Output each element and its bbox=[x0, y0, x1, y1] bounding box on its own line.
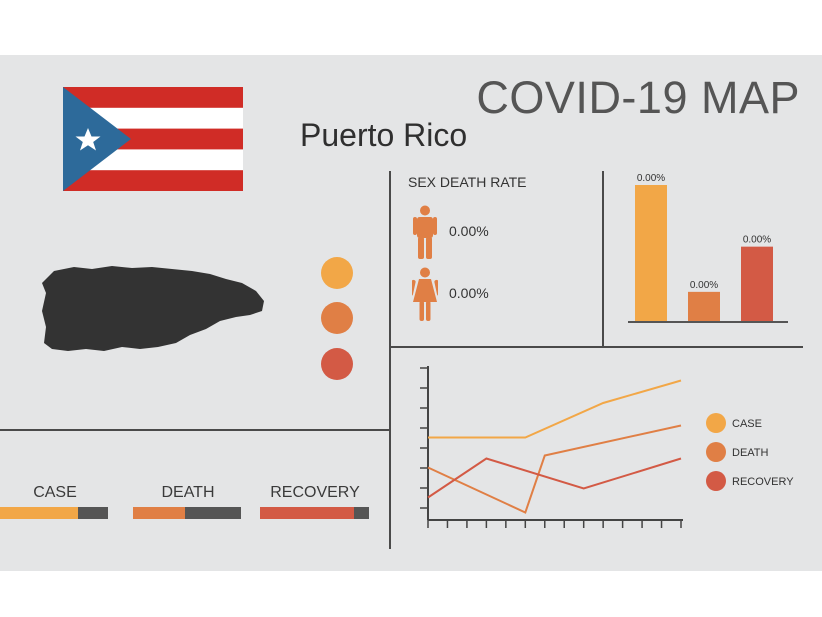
recovery-color-dot bbox=[321, 348, 353, 380]
stat-bar-recovery bbox=[260, 507, 369, 519]
stat-label-death: DEATH bbox=[161, 484, 215, 501]
stat-bar-death bbox=[133, 507, 241, 519]
legend-label-case: CASE bbox=[732, 418, 762, 430]
bar-data-label-death: 0.00% bbox=[690, 280, 718, 291]
series-line-recovery bbox=[427, 457, 682, 499]
legend-marker-death bbox=[706, 442, 726, 462]
divider-right-vertical bbox=[602, 171, 604, 347]
male-person-icon bbox=[413, 205, 437, 259]
bar-data-label-recovery: 0.00% bbox=[743, 235, 771, 246]
legend-marker-case bbox=[706, 413, 726, 433]
page-title: COVID-19 MAP bbox=[476, 72, 800, 123]
bar-chart: 0.00% 0.00% 0.00% bbox=[628, 173, 788, 323]
puerto-rico-flag bbox=[63, 87, 243, 191]
series-line-case bbox=[428, 379, 682, 439]
bar-death bbox=[688, 291, 720, 322]
divider-left-horizontal bbox=[0, 429, 390, 431]
puerto-rico-map bbox=[42, 266, 264, 351]
stat-bar-recovery-fill bbox=[260, 507, 354, 519]
male-death-rate: 0.00% bbox=[449, 223, 489, 239]
stat-label-recovery: RECOVERY bbox=[270, 484, 360, 501]
legend-label-recovery: RECOVERY bbox=[732, 476, 794, 488]
bar-case bbox=[635, 185, 667, 322]
bar-data-label-case: 0.00% bbox=[637, 173, 665, 184]
divider-center-vertical bbox=[389, 171, 391, 549]
line-chart: CASE DEATH RECOVERY bbox=[420, 366, 794, 528]
stat-bar-case bbox=[0, 507, 108, 519]
stat-bar-case-fill bbox=[0, 507, 78, 519]
series-line-death bbox=[427, 424, 682, 514]
female-death-rate: 0.00% bbox=[449, 285, 489, 301]
bar-recovery bbox=[741, 246, 773, 322]
country-name: Puerto Rico bbox=[300, 117, 468, 153]
death-color-dot bbox=[321, 302, 353, 334]
legend-label-death: DEATH bbox=[732, 447, 769, 459]
female-person-icon bbox=[412, 267, 438, 321]
divider-right-horizontal bbox=[390, 346, 803, 348]
infographic-panel: COVID-19 MAP Puerto Rico CASE DEATH RECO… bbox=[0, 55, 822, 571]
stat-bar-death-fill bbox=[133, 507, 185, 519]
legend-marker-recovery bbox=[706, 471, 726, 491]
sex-death-rate-label: SEX DEATH RATE bbox=[408, 174, 527, 190]
case-color-dot bbox=[321, 257, 353, 289]
stat-label-case: CASE bbox=[33, 484, 77, 501]
